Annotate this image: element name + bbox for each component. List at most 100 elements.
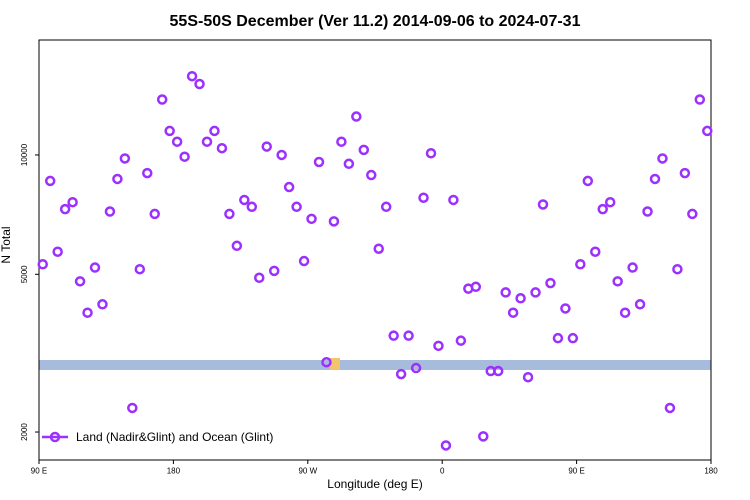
data-point: [373, 243, 384, 254]
y-axis-label: N Total: [0, 226, 13, 263]
data-point: [44, 175, 56, 187]
data-point: [388, 330, 399, 341]
legend-label: Land (Nadir&Glint) and Ocean (Glint): [76, 430, 273, 444]
land-band-strip: [39, 360, 711, 370]
data-point: [231, 240, 243, 252]
data-point: [642, 206, 653, 217]
data-point: [410, 362, 422, 374]
chart-title: 55S-50S December (Ver 11.2) 2014-09-06 t…: [170, 13, 581, 30]
data-point: [112, 173, 123, 185]
data-point: [649, 173, 661, 185]
data-point: [522, 371, 534, 383]
data-point: [283, 181, 295, 193]
data-point: [156, 94, 168, 105]
x-axis: 90 E 180 90 W 0 90 E 180: [31, 460, 718, 476]
data-point: [597, 203, 608, 215]
data-point: [97, 299, 108, 310]
data-point: [567, 332, 579, 344]
land-band: [39, 358, 711, 370]
data-point: [575, 259, 586, 270]
data-point: [59, 203, 71, 215]
data-point: [619, 307, 631, 318]
data-point: [395, 368, 407, 380]
x-axis-label: Longitude (deg E): [327, 477, 422, 491]
data-point: [127, 402, 138, 414]
data-point: [694, 94, 706, 105]
data-point: [321, 356, 332, 368]
data-point: [492, 365, 504, 377]
data-point: [470, 281, 482, 293]
data-point: [171, 136, 183, 147]
data-point: [515, 293, 526, 304]
data-point: [627, 262, 638, 273]
legend: Land (Nadir&Glint) and Ocean (Glint): [42, 430, 273, 444]
data-point: [552, 332, 564, 344]
data-point: [201, 136, 213, 147]
data-point: [380, 201, 392, 213]
data-point: [134, 263, 146, 275]
data-point: [186, 70, 198, 82]
x-tick-label: 90 E: [568, 467, 584, 476]
data-point: [455, 335, 467, 346]
data-point: [306, 213, 317, 225]
data-point: [448, 194, 459, 206]
plot-frame: [38, 39, 712, 461]
x-tick-label: 0: [440, 467, 445, 476]
data-point: [560, 303, 571, 314]
data-point: [500, 287, 511, 298]
y-tick-label: 5000: [20, 265, 29, 283]
data-point: [702, 125, 713, 137]
data-point: [343, 158, 355, 170]
data-point: [82, 307, 93, 318]
data-points: [37, 70, 713, 451]
data-point: [687, 208, 698, 220]
data-point: [291, 201, 302, 213]
data-point: [634, 299, 646, 310]
data-point: [74, 276, 86, 287]
data-point: [403, 330, 414, 341]
legend-marker: [49, 431, 61, 443]
y-tick-label: 2000: [20, 423, 29, 441]
data-point: [246, 201, 258, 213]
data-point: [590, 246, 601, 257]
data-point: [261, 141, 272, 152]
data-point: [440, 440, 452, 451]
y-axis: 2000 5000 10000: [20, 143, 39, 441]
data-point: [104, 206, 116, 217]
data-point: [679, 167, 691, 179]
data-point: [664, 402, 676, 414]
data-point: [478, 431, 489, 442]
data-point: [582, 175, 594, 187]
data-point: [149, 208, 160, 220]
data-point: [119, 153, 131, 164]
data-point: [612, 276, 623, 287]
x-tick-label: 180: [704, 467, 718, 476]
data-point: [142, 167, 153, 179]
data-point: [67, 196, 78, 208]
data-point: [537, 199, 549, 210]
data-point: [298, 255, 310, 267]
data-point: [216, 142, 228, 154]
data-point: [507, 307, 519, 318]
data-point: [89, 262, 101, 273]
data-point: [276, 149, 287, 161]
x-tick-label: 180: [167, 467, 181, 476]
data-point: [52, 246, 63, 257]
data-point: [239, 194, 250, 206]
x-tick-label: 90 W: [298, 467, 317, 476]
data-point: [530, 287, 541, 298]
land-highlight: [330, 358, 340, 370]
data-point: [37, 259, 48, 270]
data-point: [545, 277, 556, 289]
data-point: [268, 265, 280, 277]
data-point: [425, 148, 437, 159]
x-tick-label: 90 E: [31, 467, 47, 476]
data-point: [366, 169, 377, 181]
data-point: [194, 78, 205, 90]
data-point: [418, 192, 429, 203]
data-point: [164, 125, 175, 137]
data-point: [672, 263, 683, 275]
data-point: [657, 153, 668, 164]
data-point: [313, 156, 325, 168]
